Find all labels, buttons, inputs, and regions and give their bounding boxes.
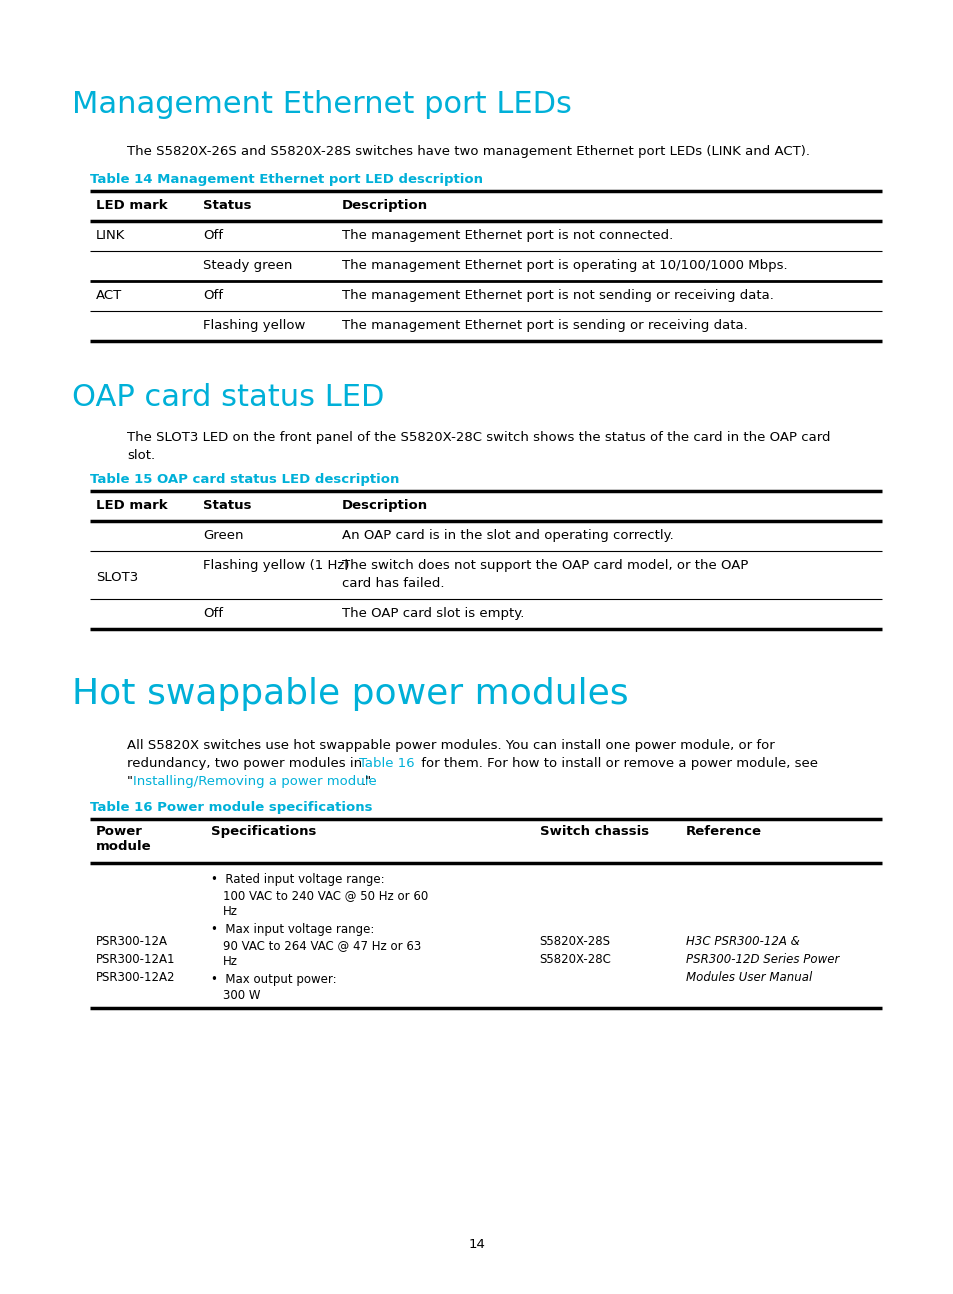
Text: Flashing yellow: Flashing yellow [203, 320, 305, 333]
Text: Hz: Hz [223, 955, 237, 968]
Text: Hz: Hz [223, 905, 237, 917]
Text: OAP card status LED: OAP card status LED [71, 383, 384, 411]
Text: The management Ethernet port is sending or receiving data.: The management Ethernet port is sending … [341, 320, 746, 333]
Text: •  Max input voltage range:: • Max input voltage range: [211, 923, 374, 936]
Text: PSR300-12A: PSR300-12A [96, 936, 168, 949]
Text: LED mark: LED mark [96, 499, 168, 512]
Text: PSR300-12D Series Power: PSR300-12D Series Power [685, 952, 839, 967]
Text: Green: Green [203, 529, 243, 542]
Text: Table 15 OAP card status LED description: Table 15 OAP card status LED description [90, 474, 399, 487]
Text: PSR300-12A1: PSR300-12A1 [96, 952, 175, 967]
Text: Table 16: Table 16 [358, 757, 415, 770]
Text: Status: Status [203, 499, 252, 512]
Text: LED mark: LED mark [96, 199, 168, 212]
Text: Description: Description [341, 199, 427, 212]
Text: card has failed.: card has failed. [341, 577, 443, 590]
Text: The switch does not support the OAP card model, or the OAP: The switch does not support the OAP card… [341, 559, 747, 572]
Text: Hot swappable power modules: Hot swappable power modules [71, 677, 628, 710]
Text: The SLOT3 LED on the front panel of the S5820X-28C switch shows the status of th: The SLOT3 LED on the front panel of the … [127, 431, 830, 444]
Text: Table 14 Management Ethernet port LED description: Table 14 Management Ethernet port LED de… [90, 173, 482, 186]
Text: Status: Status [203, 199, 252, 212]
Text: The S5820X-26S and S5820X-28S switches have two management Ethernet port LEDs (L: The S5820X-26S and S5820X-28S switches h… [127, 145, 809, 158]
Text: ACT: ACT [96, 289, 122, 302]
Text: Steady green: Steady green [203, 259, 292, 272]
Text: H3C PSR300-12A &: H3C PSR300-12A & [685, 936, 799, 949]
Text: The management Ethernet port is not connected.: The management Ethernet port is not conn… [341, 229, 672, 242]
Text: The management Ethernet port is operating at 10/100/1000 Mbps.: The management Ethernet port is operatin… [341, 259, 786, 272]
Text: Management Ethernet port LEDs: Management Ethernet port LEDs [71, 91, 571, 119]
Text: 100 VAC to 240 VAC @ 50 Hz or 60: 100 VAC to 240 VAC @ 50 Hz or 60 [223, 889, 428, 902]
Text: Table 16 Power module specifications: Table 16 Power module specifications [90, 801, 372, 814]
Text: Switch chassis: Switch chassis [539, 826, 648, 839]
Text: redundancy, two power modules in: redundancy, two power modules in [127, 757, 366, 770]
Text: Off: Off [203, 607, 223, 620]
Text: S5820X-28S: S5820X-28S [539, 936, 610, 949]
Text: All S5820X switches use hot swappable power modules. You can install one power m: All S5820X switches use hot swappable po… [127, 739, 774, 752]
Text: 14: 14 [468, 1237, 485, 1250]
Text: •  Rated input voltage range:: • Rated input voltage range: [211, 873, 384, 886]
Text: PSR300-12A2: PSR300-12A2 [96, 970, 175, 983]
Text: The OAP card slot is empty.: The OAP card slot is empty. [341, 607, 523, 620]
Text: •  Max output power:: • Max output power: [211, 973, 336, 986]
Text: Power
module: Power module [96, 826, 152, 853]
Text: Off: Off [203, 289, 223, 302]
Text: Specifications: Specifications [211, 826, 315, 839]
Text: Reference: Reference [685, 826, 761, 839]
Text: The management Ethernet port is not sending or receiving data.: The management Ethernet port is not send… [341, 289, 773, 302]
Text: Modules User Manual: Modules User Manual [685, 970, 811, 983]
Text: 90 VAC to 264 VAC @ 47 Hz or 63: 90 VAC to 264 VAC @ 47 Hz or 63 [223, 939, 420, 952]
Text: S5820X-28C: S5820X-28C [539, 952, 611, 967]
Text: Off: Off [203, 229, 223, 242]
Text: for them. For how to install or remove a power module, see: for them. For how to install or remove a… [416, 757, 817, 770]
Text: Flashing yellow (1 Hz): Flashing yellow (1 Hz) [203, 559, 349, 572]
Text: An OAP card is in the slot and operating correctly.: An OAP card is in the slot and operating… [341, 529, 673, 542]
Text: Installing/Removing a power module: Installing/Removing a power module [132, 775, 376, 788]
Text: Description: Description [341, 499, 427, 512]
Text: ": " [127, 775, 132, 788]
Text: .": ." [361, 775, 372, 788]
Text: 300 W: 300 W [223, 989, 260, 1002]
Text: slot.: slot. [127, 449, 155, 462]
Text: SLOT3: SLOT3 [96, 571, 138, 584]
Text: LINK: LINK [96, 229, 125, 242]
